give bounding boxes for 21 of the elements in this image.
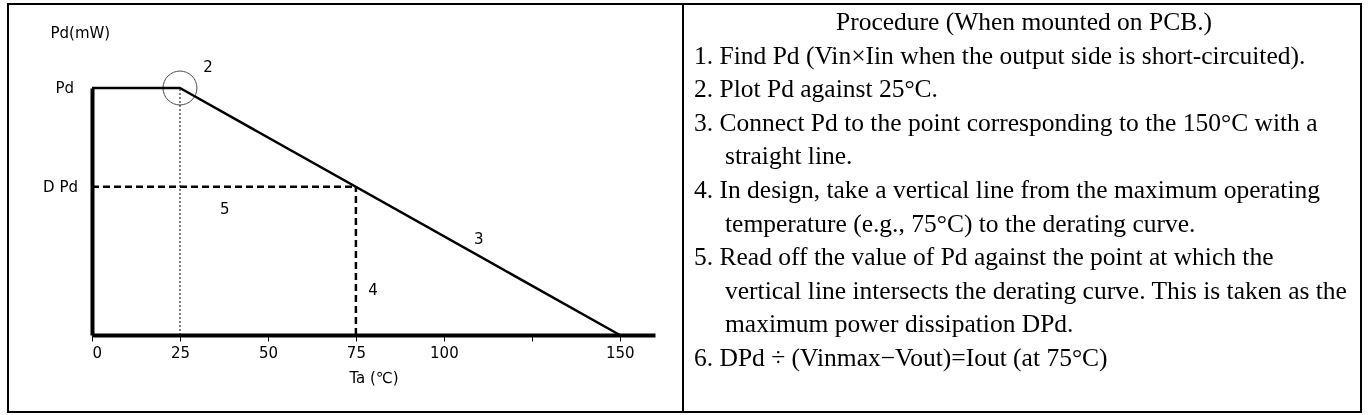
x-tick-label: 150 <box>605 343 635 362</box>
annotation: 3 <box>474 229 484 248</box>
text: 2. Plot Pd against 25°C. <box>694 73 939 106</box>
y-axis-title: Pd(mW) <box>50 23 111 42</box>
x-tick-label: 75 <box>346 343 366 362</box>
text: 1. Find Pd (Vin×Iin when the output side is short-circuited). <box>694 39 1307 72</box>
text: 3. Connect Pd to the point corresponding to the 150°C with a straight line. <box>694 106 1319 173</box>
ref-line-label: D Pd <box>43 177 78 196</box>
text: 6. DPd ÷ (Vinmax−Vout)=Iout (at 75°C) <box>694 341 1109 374</box>
x-tick-label: 50 <box>258 343 278 362</box>
annotation: 4 <box>368 281 378 300</box>
text: 4. In design, take a vertical line from the maximum operating temperature (e.g., 75°C) to the derating curve. <box>694 173 1321 240</box>
text: Procedure (When mounted on PCB.) <box>834 6 1214 38</box>
annotation: 5 <box>220 200 230 219</box>
x-tick-label: 0 <box>92 343 103 362</box>
text: 2 <box>203 58 213 77</box>
x-axis-title: Ta (℃) <box>348 368 399 387</box>
annotation: Pd <box>55 79 74 97</box>
text: 5. Read off the value of Pd against the point at which the vertical line intersects the derating curve. This is taken as the maximum power dissipation DPd. <box>694 241 1348 341</box>
x-tick-label: 25 <box>170 343 191 362</box>
x-tick-label: 100 <box>430 343 459 362</box>
